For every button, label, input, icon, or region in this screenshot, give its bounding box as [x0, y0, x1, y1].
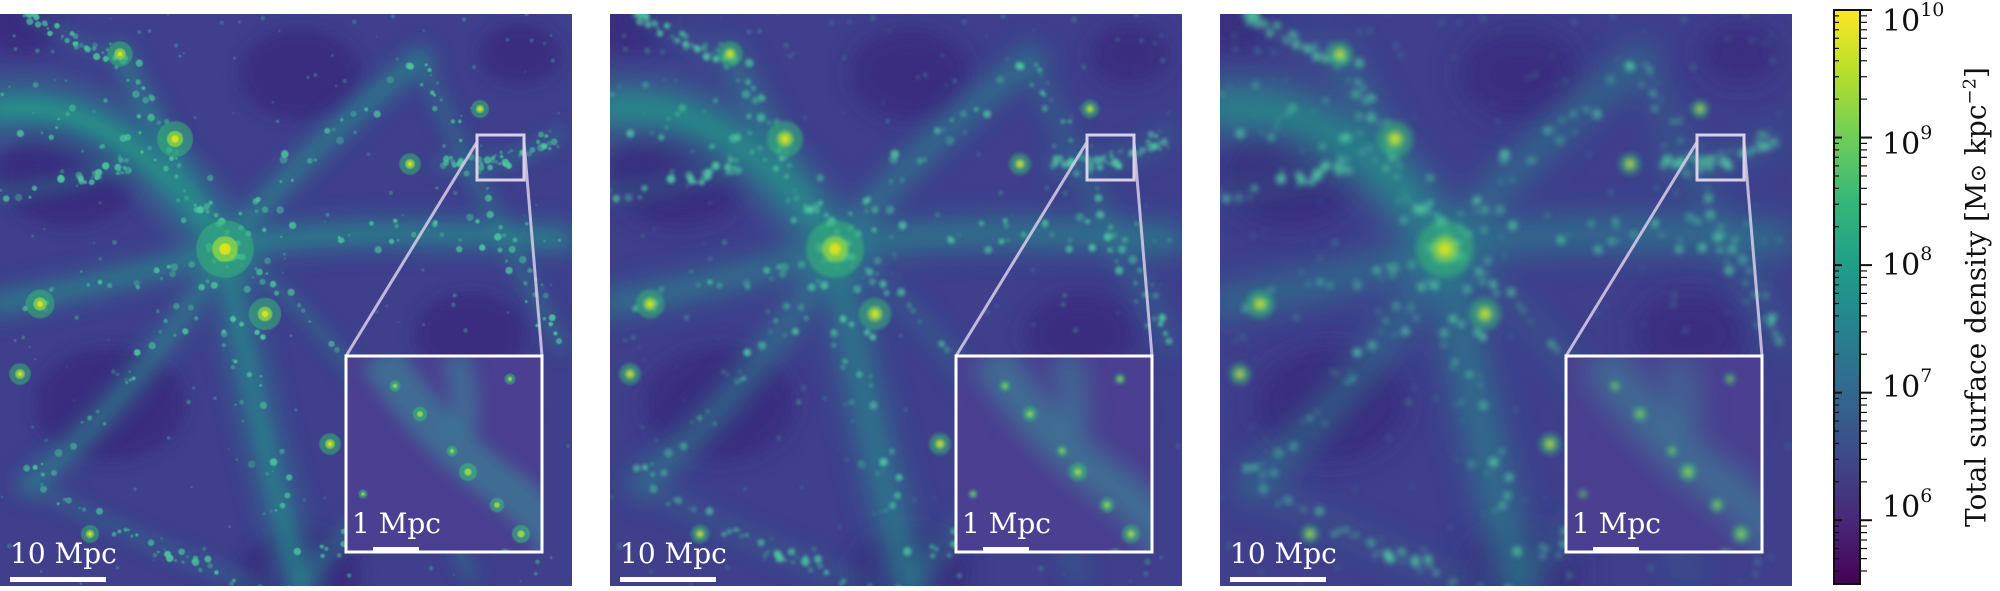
colorbar-tick-label: 107 — [1882, 365, 1933, 405]
density-map-1 — [0, 14, 572, 586]
inset-scale-label-1-mpc: 1 Mpc — [1572, 507, 1661, 540]
density-panel-2: 10 Mpc 1 Mpc — [610, 14, 1182, 586]
colorbar — [1833, 9, 1872, 585]
density-panel-3: 10 Mpc 1 Mpc — [1220, 14, 1792, 586]
colorbar-tick-label: 109 — [1882, 122, 1933, 162]
colorbar-tick-label: 1010 — [1882, 0, 1945, 39]
scale-label-10-mpc: 10 Mpc — [10, 537, 117, 570]
colorbar-tick-label: 108 — [1882, 243, 1933, 283]
inset-scale-bar-1-mpc — [983, 547, 1029, 552]
density-map-2 — [610, 14, 1182, 586]
colorbar-tick-label: 106 — [1882, 485, 1933, 525]
scale-bar-10-mpc — [620, 577, 716, 582]
inset-scale-bar-1-mpc — [373, 547, 419, 552]
inset-scale-label-1-mpc: 1 Mpc — [962, 507, 1051, 540]
scale-bar-10-mpc — [10, 577, 106, 582]
inset-scale-bar-1-mpc — [1593, 547, 1639, 552]
scale-label-10-mpc: 10 Mpc — [1230, 537, 1337, 570]
colorbar-label: Total surface density [M⊙ kpc−2] — [1959, 67, 1993, 527]
scale-bar-10-mpc — [1230, 577, 1326, 582]
density-panel-1: 10 Mpc 1 Mpc — [0, 14, 572, 586]
inset-scale-label-1-mpc: 1 Mpc — [352, 507, 441, 540]
density-map-3 — [1220, 14, 1792, 586]
scale-label-10-mpc: 10 Mpc — [620, 537, 727, 570]
